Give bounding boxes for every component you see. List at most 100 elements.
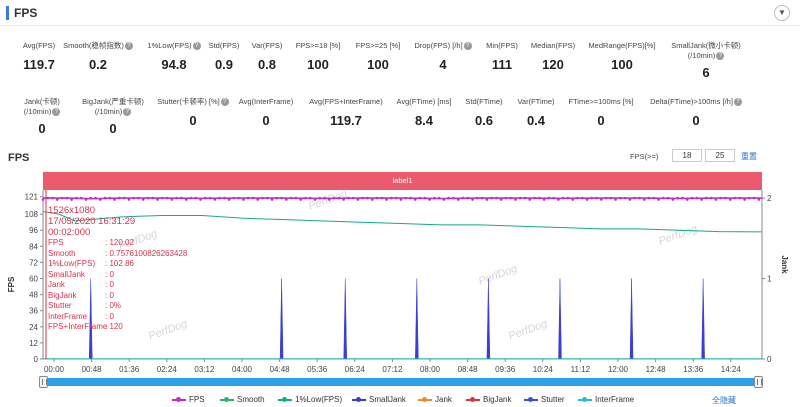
- help-icon[interactable]: ?: [123, 108, 132, 117]
- help-icon[interactable]: ?: [192, 42, 201, 51]
- legend-item-jank[interactable]: Jank: [418, 395, 452, 404]
- fps-point: [56, 198, 59, 201]
- help-icon[interactable]: ?: [124, 42, 133, 51]
- legend-item-bigjank[interactable]: BigJank: [466, 395, 511, 404]
- stat-avg-ftime-ms: Avg(FTime) [ms] 8.4: [374, 97, 474, 128]
- fps-point: [509, 196, 512, 200]
- fps-point: [227, 198, 231, 201]
- fps-point: [604, 196, 608, 200]
- tooltip-value: : 0: [105, 280, 114, 289]
- fps-point: [194, 196, 198, 200]
- fps-point: [361, 196, 365, 200]
- fps-point: [413, 198, 417, 201]
- stat-label: Delta(FTime)>100ms [/h]?: [646, 97, 746, 107]
- fps-point: [733, 196, 737, 200]
- y-tick-label: 96: [29, 226, 38, 235]
- help-icon[interactable]: ?: [52, 108, 61, 117]
- x-tick-label: 08:00: [420, 365, 441, 374]
- fps-point: [475, 196, 479, 200]
- stat-fps-25: FPS>=25 [%] 100: [328, 41, 428, 72]
- stat-avg-fps-interframe: Avg(FPS+InterFrame) 119.7: [296, 97, 396, 128]
- fps-point: [452, 196, 455, 200]
- fps-point: [719, 196, 722, 200]
- stat-value: 0.8: [257, 57, 277, 72]
- stat-label: Var(FPS): [251, 41, 283, 50]
- fps-point: [433, 196, 436, 200]
- fps-point: [366, 196, 369, 200]
- legend-item-fps[interactable]: FPS: [172, 395, 205, 404]
- fps-point: [118, 196, 121, 200]
- legend-label: Stutter: [541, 395, 565, 404]
- help-icon[interactable]: ?: [733, 98, 742, 107]
- series-smalljank-spike: [343, 278, 347, 360]
- legend-label: Smooth: [237, 395, 265, 404]
- fps-point: [638, 196, 641, 200]
- fps-point: [619, 196, 622, 200]
- stat-fps-18: FPS>=18 [%] 100: [268, 41, 368, 72]
- tooltip-key: SmallJank: [48, 269, 85, 279]
- legend-item-interframe[interactable]: InterFrame: [578, 395, 634, 404]
- fps-point: [79, 196, 83, 200]
- stat-value: 100: [307, 57, 329, 72]
- series-1-low-fps-line: [42, 210, 763, 233]
- reset-button[interactable]: 重置: [741, 152, 757, 161]
- x-tick-label: 05:36: [307, 365, 328, 374]
- stat-value: 100: [367, 57, 389, 72]
- stat-label: Smooth(稳帧指数)?: [48, 41, 148, 51]
- legend-item-1-low-fps[interactable]: 1%Low(FPS): [278, 395, 342, 404]
- fps-threshold-1-input[interactable]: [672, 149, 702, 162]
- legend-item-smalljank[interactable]: SmallJank: [352, 395, 406, 404]
- fps-point: [170, 198, 174, 201]
- fps-point: [370, 198, 374, 201]
- stat-label: Min(FPS): [486, 41, 518, 50]
- fps-point: [328, 198, 331, 201]
- fps-threshold-2-input[interactable]: [705, 149, 735, 162]
- fps-point: [275, 196, 279, 200]
- help-icon[interactable]: ?: [716, 52, 725, 61]
- hide-all-button[interactable]: 全隐藏: [712, 396, 736, 405]
- fps-point: [70, 198, 73, 201]
- stat-min-fps: Min(FPS) 111: [452, 41, 552, 72]
- fps-point: [65, 196, 69, 200]
- tooltip-row: SmallJank: 0: [48, 270, 187, 281]
- fps-point: [709, 196, 713, 200]
- fps-point: [299, 198, 302, 201]
- fps-point: [175, 196, 178, 200]
- fps-point: [528, 198, 532, 201]
- x-tick-label: 03:12: [194, 365, 215, 374]
- legend-item-smooth[interactable]: Smooth: [220, 395, 265, 404]
- fps-point: [671, 198, 675, 201]
- fps-point: [89, 196, 93, 200]
- stat-label: Median(FPS): [530, 41, 576, 50]
- x-tick-label: 00:48: [82, 365, 103, 374]
- help-icon[interactable]: ?: [220, 98, 229, 107]
- fps-point: [466, 196, 470, 200]
- label-band[interactable]: label1: [43, 172, 762, 190]
- fps-point: [418, 196, 422, 200]
- y-tick-label: 0: [34, 355, 39, 364]
- stat-smalljank: SmallJank(微小卡顿) (/10min)? 6: [656, 41, 756, 80]
- stat-bigjank: BigJank(严重卡顿) (/10min)? 0: [63, 97, 163, 136]
- fps-point: [423, 196, 427, 200]
- stat-label: Std(FTime): [465, 97, 503, 106]
- stat-1-low-fps: 1%Low(FPS)? 94.8: [124, 41, 224, 72]
- legend-label: Jank: [435, 395, 452, 404]
- fps-point: [280, 196, 283, 200]
- series-smalljank-spike: [279, 278, 284, 360]
- range-end-handle[interactable]: [754, 376, 763, 388]
- stat-avg-fps: Avg(FPS) 119.7: [0, 41, 89, 72]
- legend-item-stutter[interactable]: Stutter: [524, 395, 565, 404]
- stat-label-unit: (/10min)?: [656, 51, 756, 61]
- fps-point: [552, 196, 555, 200]
- help-icon[interactable]: ?: [463, 42, 472, 51]
- legend-swatch: [578, 396, 592, 402]
- stat-avg-interframe: Avg(InterFrame) 0: [216, 97, 316, 128]
- fps-point: [557, 198, 560, 201]
- time-range-scrollbar[interactable]: [39, 376, 763, 388]
- stat-value: 0.2: [88, 57, 108, 72]
- range-start-handle[interactable]: [39, 376, 48, 388]
- tooltip-key: Jank: [48, 280, 65, 289]
- stat-value: 4: [439, 57, 447, 72]
- chevron-down-icon[interactable]: ▼: [774, 5, 790, 21]
